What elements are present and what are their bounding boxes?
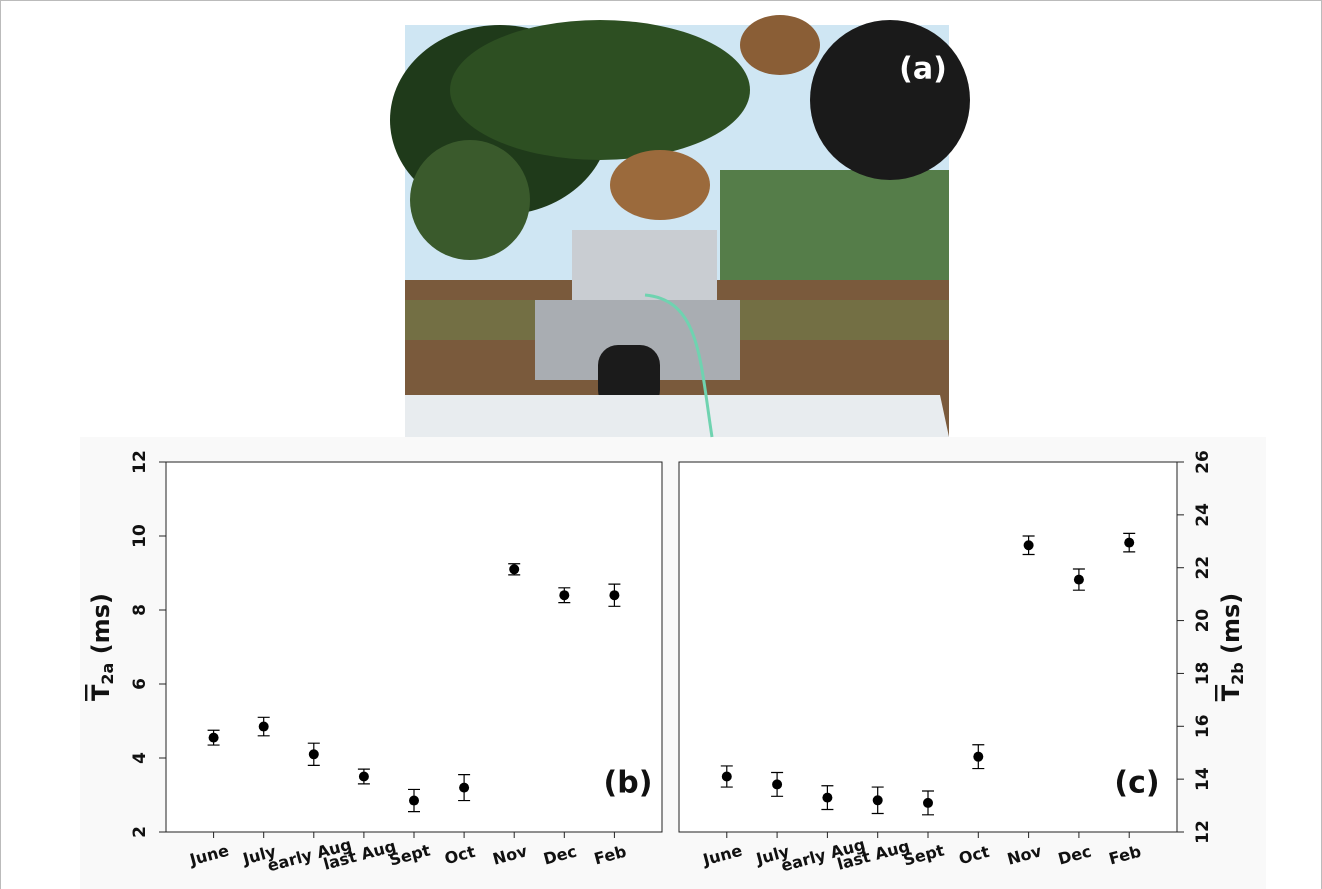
panel-label: (c)	[1114, 766, 1159, 801]
y-tick-label: 22	[1193, 556, 1213, 580]
y-axis-label-unit: (ms)	[1217, 593, 1245, 654]
panel-label: (b)	[604, 766, 653, 801]
data-point	[459, 783, 469, 793]
platform	[405, 395, 949, 437]
device-box	[572, 230, 717, 300]
data-point	[973, 752, 983, 762]
y-tick-label: 8	[130, 604, 150, 616]
data-point	[409, 796, 419, 806]
data-point	[1074, 575, 1084, 585]
kiwi	[610, 150, 710, 220]
plot-area	[166, 462, 662, 832]
data-point	[259, 722, 269, 732]
y-axis-label-subscript: 2a	[98, 663, 117, 685]
y-tick-label: 12	[1193, 820, 1213, 844]
data-point	[309, 749, 319, 759]
data-point	[609, 590, 619, 600]
plot-area	[679, 462, 1177, 832]
data-point	[1024, 540, 1034, 550]
y-tick-label: 10	[130, 524, 150, 548]
data-point	[1124, 538, 1134, 548]
kiwi	[740, 15, 820, 75]
y-axis-label: T2b (ms)	[1217, 593, 1247, 702]
data-point	[822, 793, 832, 803]
y-axis-label-unit: (ms)	[87, 593, 115, 654]
y-tick-label: 18	[1193, 662, 1213, 686]
y-axis-label-space	[1217, 654, 1245, 662]
data-point	[559, 590, 569, 600]
y-axis-label-symbol: T	[1217, 684, 1245, 701]
y-tick-label: 20	[1193, 609, 1213, 633]
figure: (a) 24681012JuneJulyearly Auglast AugSep…	[0, 0, 1322, 889]
data-point	[209, 733, 219, 743]
data-point	[873, 795, 883, 805]
y-tick-label: 14	[1193, 767, 1213, 791]
y-tick-label: 6	[130, 678, 150, 690]
y-tick-label: 2	[130, 826, 150, 838]
leaves	[450, 20, 750, 160]
y-axis-label-space	[87, 654, 115, 662]
y-axis-label: T2a (ms)	[87, 593, 117, 701]
data-point	[722, 772, 732, 782]
data-point	[923, 798, 933, 808]
y-tick-label: 12	[130, 450, 150, 474]
y-tick-label: 4	[130, 752, 150, 764]
data-point	[509, 564, 519, 574]
y-tick-label: 24	[1193, 503, 1213, 527]
y-tick-label: 26	[1193, 450, 1213, 474]
y-axis-label-subscript: 2b	[1228, 662, 1247, 685]
leaves	[810, 20, 970, 180]
y-axis-label-symbol: T	[87, 684, 115, 701]
data-point	[772, 779, 782, 789]
vines	[720, 170, 949, 280]
figure-canvas: (a) 24681012JuneJulyearly Auglast AugSep…	[0, 0, 1322, 889]
y-tick-label: 16	[1193, 714, 1213, 738]
data-point	[359, 772, 369, 782]
photo: (a)	[390, 15, 970, 437]
leaves	[410, 140, 530, 260]
panel-label: (a)	[899, 52, 947, 87]
